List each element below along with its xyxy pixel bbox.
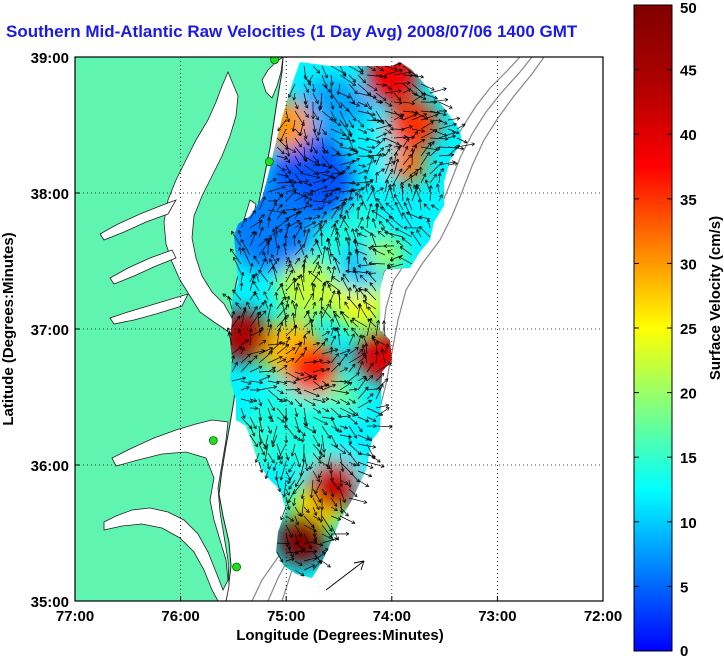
colorbar-tick-label: 40 xyxy=(680,127,697,144)
colorbar-tick-label: 30 xyxy=(680,256,697,273)
x-tick-labels: 77:00 76:00 75:00 74:00 73:00 72:00 xyxy=(56,596,622,625)
colorbar-ticks: 0 5 10 15 20 25 30 35 40 45 50 xyxy=(634,0,697,659)
x-tick-label: 72:00 xyxy=(584,608,622,625)
grid-lines xyxy=(75,57,603,601)
colorbar-tick-label: 50 xyxy=(680,0,697,17)
x-tick-label: 75:00 xyxy=(267,608,305,625)
station-marker xyxy=(208,436,218,445)
y-axis-label: Latitude (Degrees:Minutes) xyxy=(0,232,17,425)
station-marker xyxy=(270,57,279,65)
colorbar-tick-label: 25 xyxy=(680,321,697,338)
colorbar xyxy=(633,4,673,652)
colorbar-tick-label: 20 xyxy=(680,386,697,403)
y-tick-label: 36:00 xyxy=(31,458,69,475)
velocity-vectors xyxy=(222,62,475,577)
plot-title: Southern Mid-Atlantic Raw Velocities (1 … xyxy=(6,22,578,41)
colorbar-tick-label: 35 xyxy=(680,192,697,209)
colorbar-tick-label: 15 xyxy=(680,450,697,467)
coastal-waters xyxy=(99,57,284,601)
colorbar-tick-label: 45 xyxy=(680,63,697,80)
y-tick-label: 38:00 xyxy=(31,186,69,203)
scale-arrow xyxy=(325,560,365,591)
radar-stations xyxy=(208,57,279,572)
y-tick-label: 37:00 xyxy=(31,322,69,339)
x-tick-label: 74:00 xyxy=(373,608,411,625)
colorbar-tick-label: 5 xyxy=(680,579,688,596)
colorbar-label: Surface Velocity (cm/s) xyxy=(707,216,724,380)
station-marker xyxy=(264,157,274,167)
y-tick-labels: 35:00 36:00 37:00 38:00 39:00 xyxy=(31,50,80,611)
colorbar-tick-label: 0 xyxy=(680,643,688,659)
x-tick-label: 77:00 xyxy=(56,608,94,625)
station-marker xyxy=(232,562,241,572)
y-tick-label: 35:00 xyxy=(31,594,69,611)
colorbar-tick-label: 10 xyxy=(680,515,697,532)
x-tick-label: 73:00 xyxy=(478,608,516,625)
x-tick-label: 76:00 xyxy=(161,608,199,625)
x-axis-label: Longitude (Degrees:Minutes) xyxy=(236,627,444,644)
y-tick-label: 39:00 xyxy=(31,50,69,67)
